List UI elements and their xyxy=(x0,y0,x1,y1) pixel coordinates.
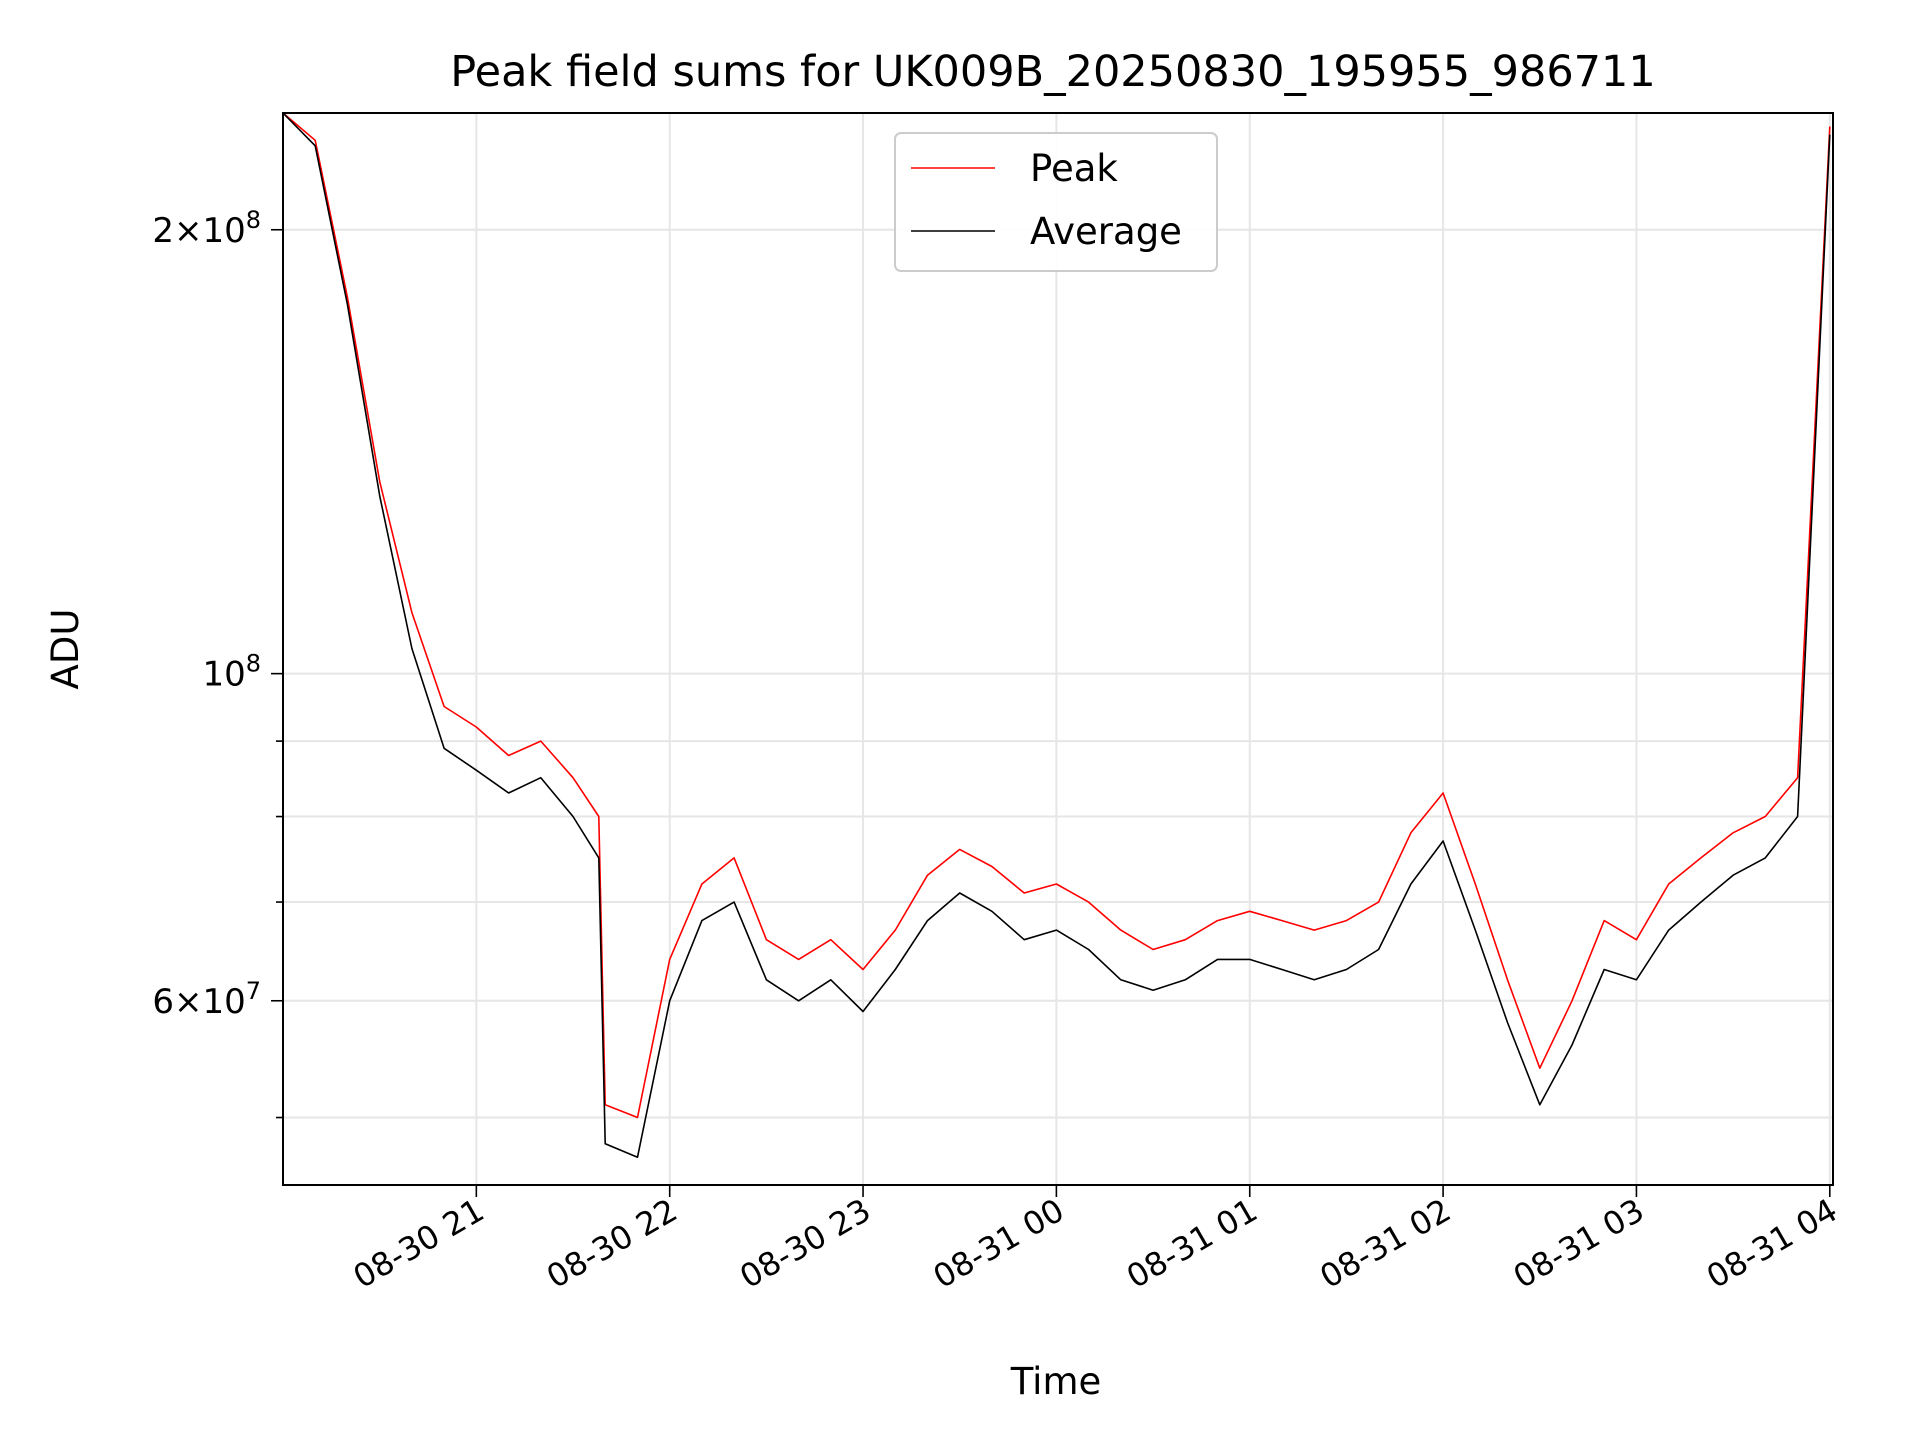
y-axis-ticks: 2×108 108 6×107 xyxy=(152,206,283,1119)
grid-lines xyxy=(283,113,1833,1185)
series-layer xyxy=(282,112,1831,1158)
plot-area-frame xyxy=(282,112,1834,1186)
y-tick-label: 6×107 xyxy=(152,977,261,1022)
y-tick-label: 2×108 xyxy=(152,206,261,251)
legend-label-average: Average xyxy=(1030,210,1182,253)
y-axis-label: ADU xyxy=(44,609,87,690)
x-axis-label: Time xyxy=(1010,1360,1102,1403)
y-tick-label: 108 xyxy=(202,650,261,695)
legend: Peak Average xyxy=(894,132,1218,272)
chart-title: Peak field sums for UK009B_20250830_1959… xyxy=(450,47,1656,97)
series-line-peak xyxy=(282,112,1831,1119)
series-line-average xyxy=(282,112,1831,1158)
legend-label-peak: Peak xyxy=(1030,147,1118,190)
